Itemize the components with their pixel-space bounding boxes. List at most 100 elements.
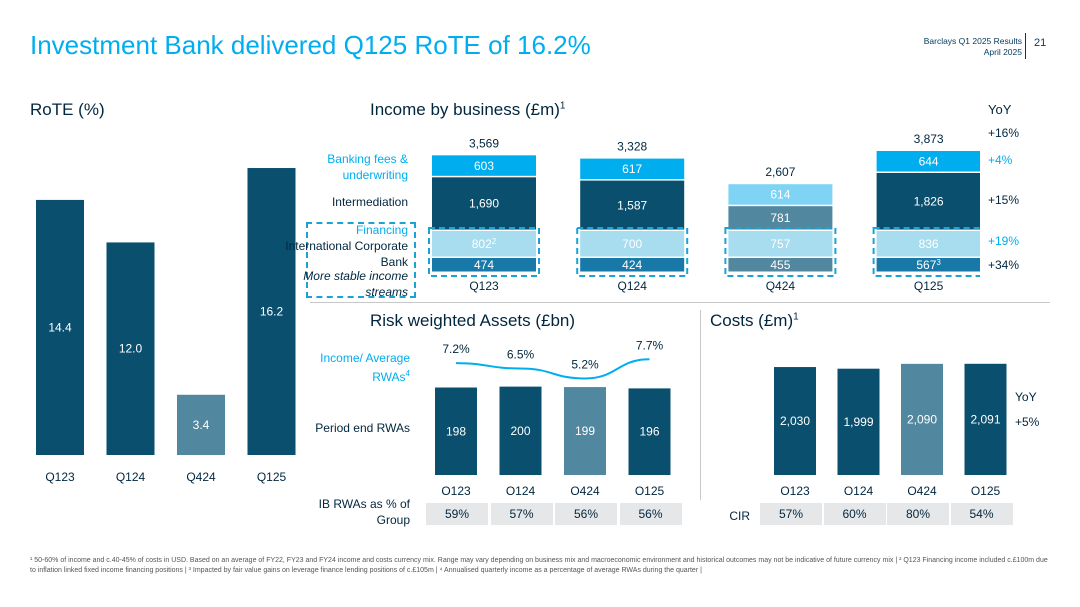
income-financing-segment [876, 231, 980, 257]
income-icb-segment [580, 258, 685, 272]
yoy-icb: +34% [988, 258, 1020, 272]
page-number: 21 [1034, 37, 1047, 49]
costs-yoy-header: YoY [1015, 390, 1037, 404]
rote-category-label: Q424 [186, 470, 216, 484]
income-financing-segment [728, 231, 833, 257]
costs-bar [837, 368, 880, 475]
costs-value-label: 2,090 [907, 412, 937, 426]
rote-value-label: 12.0 [119, 342, 143, 356]
income-intermediation-segment [876, 173, 980, 230]
income-category-label: Q124 [618, 279, 648, 293]
income-intermediation-segment-label: 1,690 [469, 197, 499, 211]
income-banking-segment-label: 603 [474, 159, 494, 173]
rwa-income-label-text: Income/ Average RWAs [320, 351, 410, 384]
income-icb-segment-label: 5673 [916, 258, 941, 273]
income-intermediation-segment-label: 781 [770, 211, 790, 225]
costs-value-label: 2,091 [970, 412, 1000, 426]
yoy-banking: +4% [988, 153, 1013, 167]
cir-cell: 54% [950, 503, 1013, 525]
income-total-label: 2,607 [765, 165, 795, 179]
header-separator [1025, 33, 1026, 59]
label-icb: International Corporate Bank [285, 239, 408, 269]
income-chart: 474 8022 1,690 603 3,569 Q123 424 700 1,587 617 3,… [428, 132, 980, 293]
stable-income-dashed-box [872, 227, 980, 277]
rote-value-label: 14.4 [48, 320, 72, 334]
costs-value-label: 1,999 [843, 415, 873, 429]
rwa-share-cell: 59% [426, 503, 488, 525]
yoy-intermediation: +15% [988, 193, 1020, 207]
footnote-sup: 2 [492, 237, 497, 246]
income-financing-segment-label: 8022 [472, 237, 497, 252]
rwa-bar [435, 387, 477, 475]
label-financing: Financing [355, 223, 408, 237]
rwa-title: Risk weighted Assets (£bn) [370, 311, 576, 330]
costs-category-label: Q123 [780, 484, 810, 495]
rwa-category-label: Q124 [506, 484, 536, 495]
costs-bar [964, 363, 1007, 475]
costs-category-label: Q125 [971, 484, 1001, 495]
income-category-label: Q123 [469, 279, 499, 293]
stable-income-dashed-box [576, 227, 689, 277]
income-icb-segment [432, 258, 536, 272]
cir-row: 57% 60% 80% 54% [760, 503, 1014, 525]
divider-vertical [700, 310, 701, 500]
rwa-line-label: 6.5% [507, 348, 535, 362]
rwa-income-label-sup: 4 [405, 369, 410, 378]
rwa-line-label: 7.2% [442, 342, 470, 356]
income-total-label: 3,569 [469, 136, 499, 150]
label-intermediation: Intermediation [331, 195, 408, 209]
income-financing-segment [580, 231, 685, 257]
income-financing-segment-label: 700 [622, 237, 642, 251]
rwa-value-label: 196 [639, 425, 659, 439]
costs-category-label: Q424 [907, 484, 937, 495]
stable-income-dashed-box [724, 227, 837, 277]
income-category-label: Q125 [914, 279, 944, 293]
income-yoy-header: YoY [988, 102, 1012, 117]
income-total-label: 3,873 [914, 132, 944, 146]
income-intermediation-segment [580, 180, 685, 230]
income-title: Income by business (£m)1 [370, 100, 565, 120]
income-banking-segment [876, 151, 980, 172]
rwa-value-label: 199 [575, 424, 595, 438]
rote-bar [36, 199, 84, 455]
rwa-income-line [455, 358, 650, 380]
cir-cell: 60% [823, 503, 886, 525]
costs-title-text: Costs (£m) [710, 311, 794, 330]
cir-cell: 80% [887, 503, 949, 525]
rwa-line-label: 5.2% [571, 357, 599, 371]
rwa-bar [564, 387, 606, 475]
cir-label: CIR [729, 509, 750, 523]
income-total-label: 3,328 [617, 140, 647, 154]
income-intermediation-segment [728, 206, 833, 230]
income-financing-segment-label: 836 [919, 237, 939, 251]
income-banking-segment [432, 155, 536, 176]
costs-value-label: 2,030 [780, 414, 810, 428]
rwa-period-label: Period end RWAs [315, 421, 410, 435]
income-banking-segment [728, 184, 833, 205]
rote-category-label: Q123 [45, 470, 75, 484]
income-icb-segment-label: 455 [770, 258, 790, 272]
rwa-category-label: Q125 [635, 484, 665, 495]
rote-bar [177, 394, 225, 455]
rwa-category-label: Q424 [570, 484, 600, 495]
rote-bar [106, 242, 155, 455]
income-title-text: Income by business (£m) [370, 100, 560, 119]
income-intermediation-segment-label: 1,826 [914, 195, 944, 209]
label-stable-streams: More stable income streams [303, 269, 408, 299]
footnotes: ¹ 50-60% of income and c.40-45% of costs… [30, 557, 1048, 574]
costs-bar [774, 367, 816, 475]
footnote-sup: 3 [936, 258, 941, 267]
divider-horizontal [310, 302, 1050, 303]
rwa-share-cell: 57% [490, 503, 553, 525]
rote-category-label: Q125 [257, 470, 287, 484]
rwa-value-label: 200 [510, 424, 530, 438]
rwa-value-label: 198 [446, 424, 466, 438]
rwa-share-cell: 56% [619, 503, 682, 525]
costs-bar [901, 363, 943, 475]
costs-chart: 2,030 Q123 1,999 Q124 2,090 Q424 2,091 Q125 [774, 363, 1007, 495]
rwa-income-label: Income/ Average RWAs4 [300, 350, 410, 385]
income-banking-segment-label: 614 [770, 188, 790, 202]
income-category-label: Q424 [766, 279, 796, 293]
costs-category-label: Q124 [844, 484, 874, 495]
income-financing-segment-label: 757 [770, 237, 790, 251]
